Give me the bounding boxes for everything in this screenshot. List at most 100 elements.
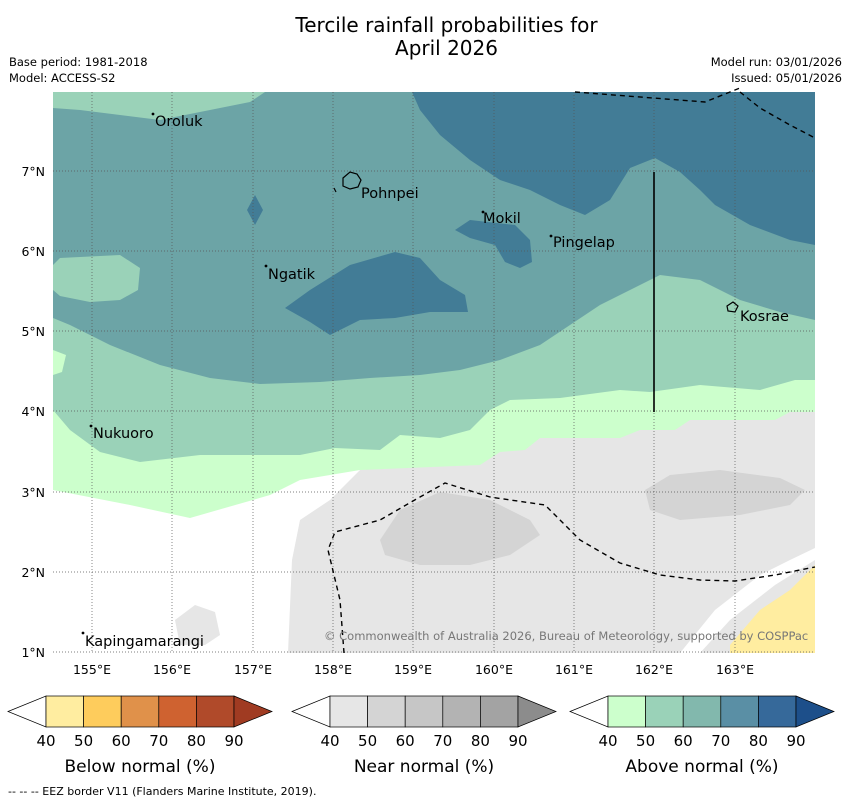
place-label: Pingelap <box>553 235 615 251</box>
above-normal-50-patch-north <box>53 92 265 120</box>
lon-label: 158°E <box>314 662 352 677</box>
colorbar-extend-low <box>569 695 609 728</box>
colorbar-tick-label: 60 <box>396 732 415 750</box>
colorbar-tick-label: 70 <box>711 732 730 750</box>
colorbar-segment <box>83 695 122 728</box>
lat-label: 7°N <box>21 164 45 179</box>
eez-border-north <box>574 87 816 139</box>
lat-labels: 7°N 6°N 5°N 4°N 3°N 2°N 1°N <box>21 164 45 660</box>
colorbar-segment <box>720 695 759 728</box>
lat-label: 3°N <box>21 485 45 500</box>
above-normal-40-nub <box>53 350 66 375</box>
forecast-map-svg: Oroluk Pohnpei Mokil Pingelap Ngatik Kos… <box>7 87 835 777</box>
above-normal-50-patch-west <box>53 255 140 302</box>
colorbar-segment <box>329 695 368 728</box>
above-normal-70-region-northeast <box>412 92 815 245</box>
colorbar-tick-label: 70 <box>149 732 168 750</box>
place-label: Nukuoro <box>93 426 154 442</box>
colorbar-segment <box>442 695 481 728</box>
eez-borders <box>327 87 816 654</box>
base-period: Base period: 1981-2018 <box>9 55 148 69</box>
lon-label: 160°E <box>475 662 513 677</box>
no-dominant-west-region <box>53 470 360 653</box>
kapingamarangi-marker <box>81 631 85 635</box>
oroluk-marker <box>151 112 155 116</box>
no-dominant-blob <box>53 520 68 555</box>
colorbar-segment <box>758 695 797 728</box>
lon-labels: 155°E 156°E 157°E 158°E 159°E 160°E 161°… <box>73 662 754 677</box>
near-normal-50-patch-east <box>645 470 805 520</box>
place-labels: Oroluk Pohnpei Mokil Pingelap Ngatik Kos… <box>85 114 789 650</box>
colorbar-extend-low <box>7 695 47 728</box>
colorbar-tick-label: 40 <box>598 732 617 750</box>
colorbar-extend-high <box>795 695 835 728</box>
colorbar-caption: Near normal (%) <box>354 757 494 777</box>
near-normal-small-patch <box>175 605 220 645</box>
legend-below-normal: 40 50 60 70 80 90 Below normal (%) <box>7 695 273 777</box>
lat-label: 2°N <box>21 565 45 580</box>
probability-contours <box>53 92 815 653</box>
colorbar-segment <box>120 695 160 728</box>
colorbar-segment <box>607 695 646 728</box>
pohnpei-island-shape <box>342 171 362 190</box>
legend-near-normal: 40 50 60 70 80 90 Near normal (%) <box>291 695 557 777</box>
model-name: Model: ACCESS-S2 <box>9 71 116 85</box>
colorbar-tick-label: 80 <box>471 732 490 750</box>
colorbar-segment <box>645 695 684 728</box>
graticule <box>53 92 815 653</box>
lat-label: 5°N <box>21 324 45 339</box>
colorbar-segment <box>480 695 519 728</box>
above-normal-70-patch-ngatik <box>285 252 468 335</box>
colorbar-tick-label: 80 <box>749 732 768 750</box>
lon-label: 157°E <box>234 662 272 677</box>
lon-label: 161°E <box>555 662 593 677</box>
colorbar-tick-label: 60 <box>674 732 693 750</box>
colorbar-tick-label: 50 <box>358 732 377 750</box>
islands <box>81 112 739 635</box>
place-label: Oroluk <box>155 114 203 130</box>
colorbar-tick-label: 40 <box>320 732 339 750</box>
lon-label: 155°E <box>73 662 111 677</box>
lat-label: 4°N <box>21 404 45 419</box>
meta-left: Base period: 1981-2018 Model: ACCESS-S2 <box>9 54 148 86</box>
colorbar-extend-high <box>233 695 273 728</box>
title-line-1: Tercile rainfall probabilities for <box>295 13 598 37</box>
lon-label: 159°E <box>394 662 432 677</box>
eez-border-south <box>327 482 816 654</box>
title-line-2: April 2026 <box>395 36 498 60</box>
above-normal-70-patch-small <box>247 195 263 225</box>
map-title: Tercile rainfall probabilities for April… <box>0 14 850 60</box>
kosrae-island-shape <box>726 301 739 313</box>
colorbar-tick-label: 80 <box>187 732 206 750</box>
lon-label: 163°E <box>716 662 754 677</box>
below-normal-40-region <box>730 565 815 653</box>
model-run: Model run: 03/01/2026 <box>710 55 842 69</box>
place-label: Mokil <box>483 211 521 227</box>
colorbar-extend-low <box>291 695 331 728</box>
legend-above-normal: 40 50 60 70 80 90 Above normal (%) <box>569 695 835 777</box>
place-label: Pohnpei <box>361 186 419 202</box>
colorbar-tick-label: 60 <box>112 732 131 750</box>
meta-right: Model run: 03/01/2026 Issued: 05/01/2026 <box>711 54 842 86</box>
colorbar-tick-label: 50 <box>636 732 655 750</box>
lon-label: 162°E <box>635 662 673 677</box>
copyright-text: © Commonwealth of Australia 2026, Bureau… <box>324 629 808 643</box>
near-normal-50-patch-west <box>380 492 540 565</box>
island-mark <box>333 187 337 193</box>
colorbar-tick-label: 90 <box>508 732 527 750</box>
colorbar-tick-label: 90 <box>224 732 243 750</box>
place-label: Ngatik <box>268 267 316 283</box>
colorbar-caption: Above normal (%) <box>625 757 778 777</box>
colorbar-tick-label: 90 <box>786 732 805 750</box>
pingelap-marker <box>549 234 553 238</box>
colorbar-extend-high <box>517 695 557 728</box>
colorbar-segment <box>404 695 444 728</box>
colorbar-tick-label: 70 <box>433 732 452 750</box>
place-label: Kosrae <box>740 309 789 325</box>
colorbar-segment <box>45 695 84 728</box>
colorbar-tick-label: 50 <box>74 732 93 750</box>
colorbar-segment <box>682 695 722 728</box>
ngatik-marker <box>264 264 268 268</box>
eez-footnote: -- -- -- EEZ border V11 (Flanders Marine… <box>8 785 317 798</box>
mokil-marker <box>481 210 485 214</box>
